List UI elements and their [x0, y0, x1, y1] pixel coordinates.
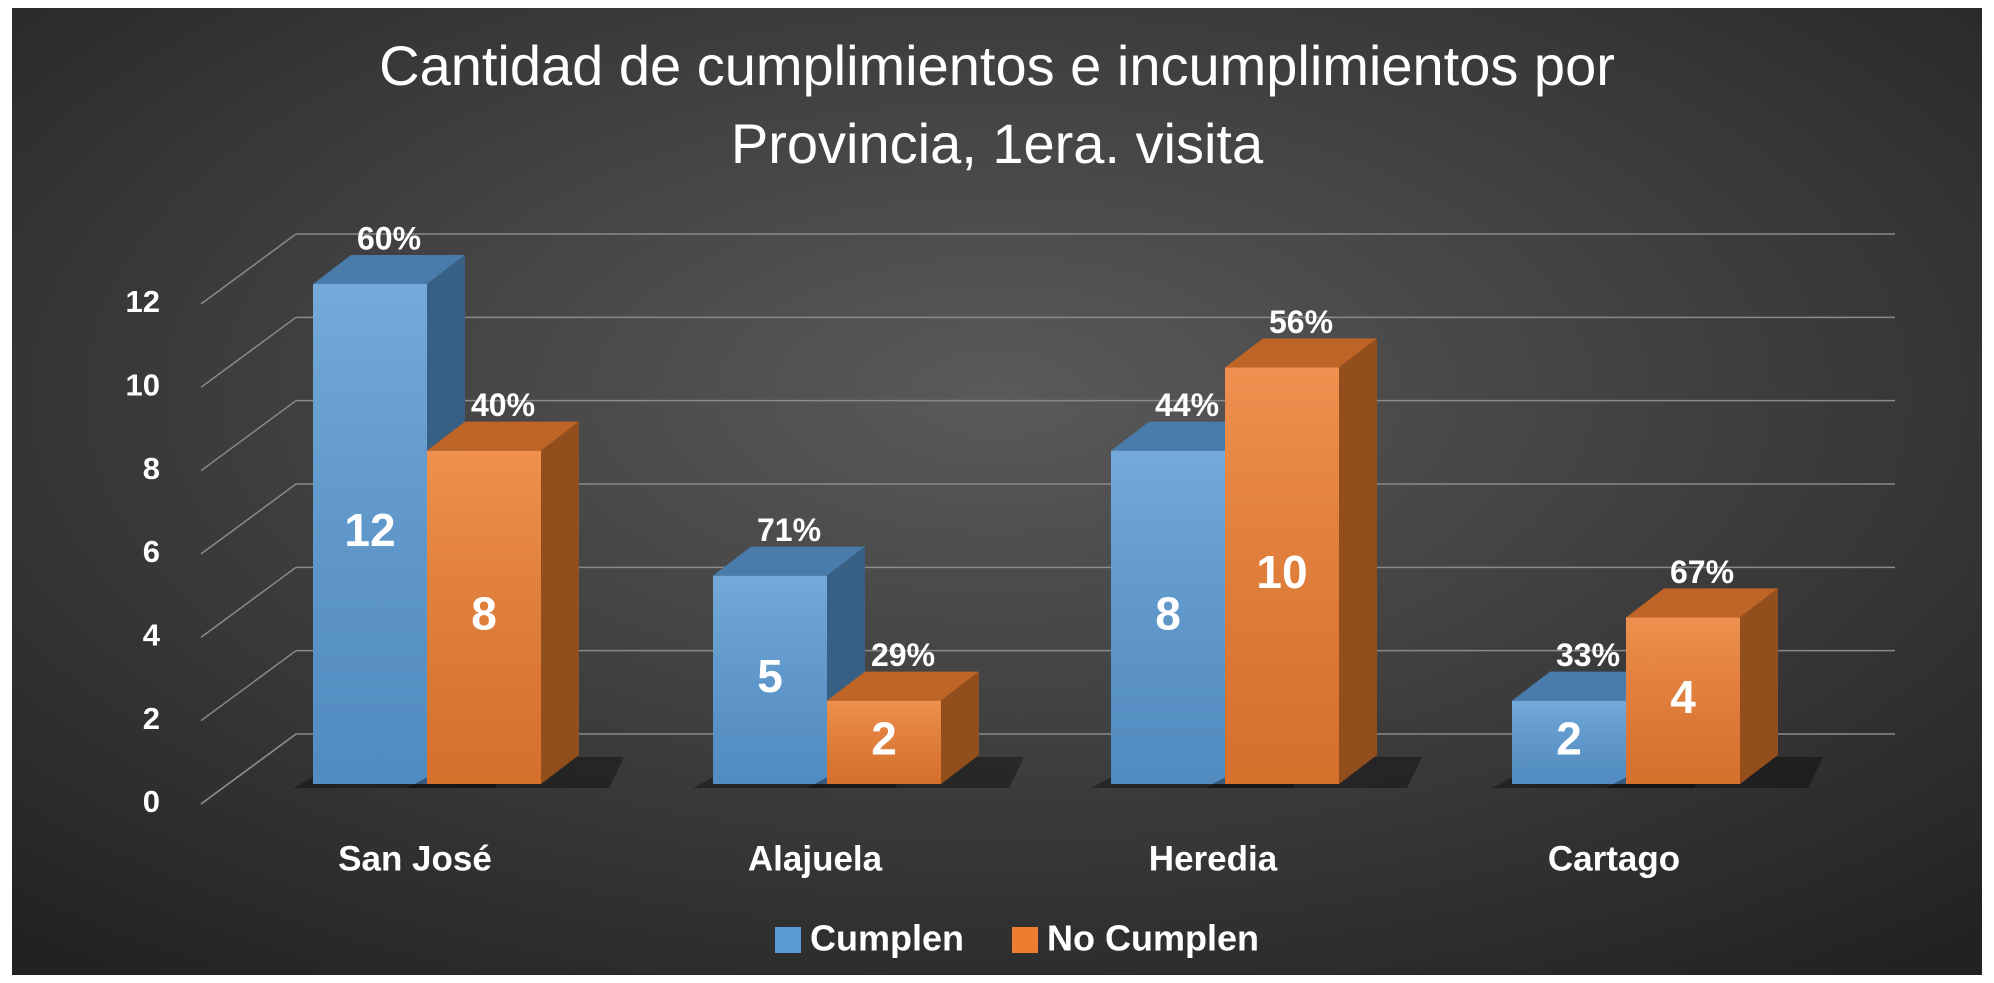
bar-shine	[713, 575, 827, 784]
bar-side	[941, 671, 979, 784]
y-tick-label: 4	[143, 618, 161, 653]
y-tick-label: 6	[143, 534, 160, 569]
bar-top	[313, 255, 465, 284]
bar-top	[1626, 588, 1778, 618]
share-label: 71%	[757, 512, 821, 548]
y-tick-label: 10	[126, 368, 160, 403]
bar-shine	[1225, 367, 1339, 784]
y-tick-label: 8	[143, 451, 160, 486]
x-tick-label: Alajuela	[748, 839, 883, 878]
legend-label: Cumplen	[810, 918, 964, 959]
bar-shine	[427, 450, 541, 784]
value-label: 12	[344, 504, 395, 556]
grid-line-depth	[200, 566, 297, 638]
bar-shine	[827, 700, 941, 784]
grid-line-depth	[200, 316, 297, 388]
share-label: 29%	[871, 637, 935, 673]
share-label: 33%	[1556, 637, 1620, 673]
bar-shine	[1512, 700, 1626, 784]
value-label: 10	[1256, 546, 1307, 598]
bar-side	[1740, 588, 1778, 784]
x-tick-label: Cartago	[1548, 839, 1680, 878]
share-label: 60%	[357, 220, 421, 256]
grid-line-depth	[200, 400, 297, 472]
chart-title: Cantidad de cumplimientos e incumplimien…	[379, 34, 1615, 97]
bar-top	[827, 671, 979, 701]
bar-side	[1339, 338, 1377, 784]
value-label: 8	[1155, 587, 1181, 639]
bar-side	[541, 421, 579, 784]
value-label: 5	[757, 650, 783, 702]
y-tick-label: 0	[143, 784, 160, 819]
y-tick-label: 2	[143, 701, 160, 736]
share-label: 67%	[1670, 554, 1734, 590]
bar-top	[1225, 338, 1377, 368]
grid-line-depth	[200, 650, 297, 722]
legend-swatch	[775, 927, 801, 953]
y-tick-label: 12	[126, 284, 160, 319]
bar-top	[427, 421, 579, 451]
x-tick-label: Heredia	[1149, 839, 1278, 878]
chart-subtitle: Provincia, 1era. visita	[731, 112, 1264, 175]
bar-shine	[1111, 450, 1225, 784]
grid-line-depth	[200, 483, 297, 555]
bar-shine	[1626, 617, 1740, 784]
share-label: 56%	[1269, 304, 1333, 340]
x-tick-label: San José	[338, 839, 492, 878]
share-label: 40%	[471, 387, 535, 423]
value-label: 8	[471, 587, 497, 639]
legend-swatch	[1012, 927, 1038, 953]
value-label: 2	[871, 712, 897, 764]
bar-shine	[313, 284, 427, 784]
share-label: 44%	[1155, 387, 1219, 423]
legend-label: No Cumplen	[1047, 918, 1259, 959]
value-label: 2	[1556, 712, 1582, 764]
value-label: 4	[1670, 671, 1696, 723]
bar-top	[713, 546, 865, 576]
grid-line-depth	[200, 733, 297, 805]
grid-line-depth	[200, 233, 297, 305]
